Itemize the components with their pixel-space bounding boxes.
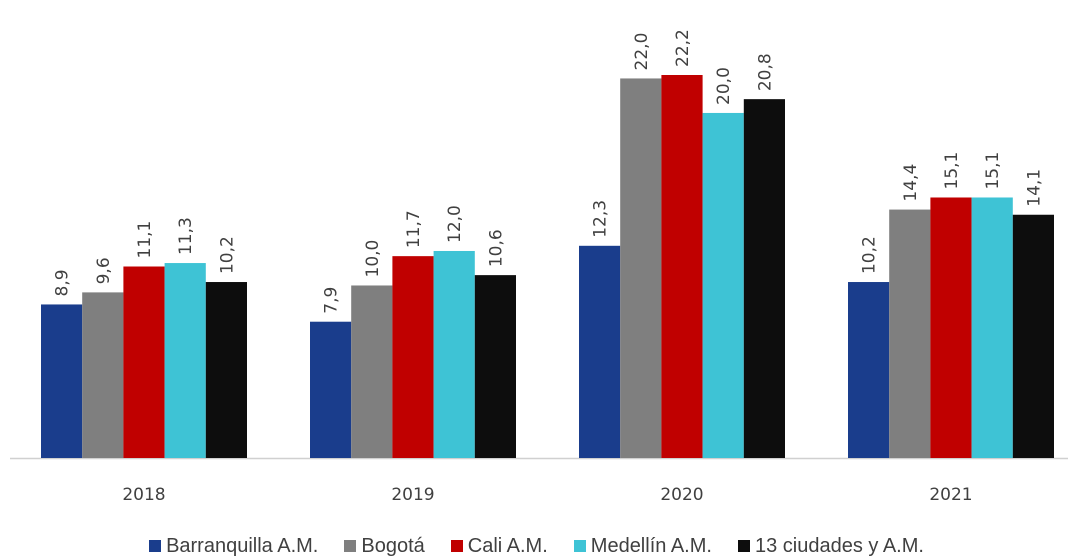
legend-swatch [344,540,357,552]
bar-2018-4 [205,282,247,458]
data-label-2018-2: 11,1 [135,221,155,259]
legend-label: Cali A.M. [467,534,548,557]
legend-swatch [149,540,162,552]
legend-label: 13 ciudades y A.M. [754,534,924,557]
bar-2021-2 [930,197,972,458]
data-label-2018-4: 10,2 [217,236,237,274]
data-label-2021-2: 15,1 [942,152,962,190]
x-tick-label-2018: 2018 [122,485,165,505]
bar-2018-3 [164,263,206,458]
data-label-2019-3: 12,0 [445,205,465,243]
bar-2021-4 [1012,214,1054,458]
data-label-2021-3: 15,1 [983,152,1003,190]
data-label-2019-4: 10,6 [486,229,506,267]
data-label-2021-1: 14,4 [901,164,921,202]
bar-2020-1 [620,78,662,459]
x-tick-label-2019: 2019 [391,485,434,505]
bar-2020-3 [702,112,744,458]
data-label-2018-0: 8,9 [53,269,73,296]
legend-item-3: Medellín A.M. [573,534,712,558]
legend-swatch [737,540,750,552]
bar-2020-2 [661,75,703,458]
legend-label: Barranquilla A.M. [166,534,319,557]
bar-2019-4 [474,275,516,458]
bar-2018-1 [82,292,124,458]
bar-2019-3 [433,250,475,458]
data-label-2021-4: 14,1 [1024,169,1044,207]
x-tick-label-2021: 2021 [929,485,972,505]
legend-item-1: Bogotá [344,534,425,558]
data-label-2019-0: 7,9 [322,287,342,314]
data-label-2020-2: 22,2 [673,29,693,67]
legend-item-0: Barranquilla A.M. [149,535,318,558]
bar-2018-0 [41,304,83,458]
bar-2019-1 [351,285,393,458]
legend: Barranquilla A.M. Bogotá Cali A.M. Medellín… [0,532,1073,560]
x-tick-label-2020: 2020 [660,485,703,505]
bar-2019-2 [392,256,434,458]
data-label-2018-1: 9,6 [94,257,114,284]
legend-label: Medellín A.M. [590,534,712,557]
data-label-2019-1: 10,0 [363,240,383,278]
data-label-2020-4: 20,8 [755,53,775,91]
bar-2018-2 [123,266,165,458]
data-label-2020-0: 12,3 [591,200,611,238]
data-label-2018-3: 11,3 [176,217,196,255]
bar-chart: 8,9 9,6 11,1 11,3 10,2 2018 7,9 10,0 11,7 12,0 10,… [10,29,1068,505]
data-label-2020-1: 22,0 [632,33,652,71]
data-label-2020-3: 20,0 [714,67,734,105]
legend-swatch [450,540,463,552]
legend-item-2: Cali A.M. [450,534,548,558]
bar-2020-0 [579,245,621,458]
bar-2021-0 [848,282,890,458]
bar-2021-3 [971,197,1013,458]
bar-2020-4 [743,99,785,459]
bar-2021-1 [889,209,931,458]
bar-2019-0 [310,321,352,458]
legend-label: Bogotá [361,534,425,557]
legend-swatch [573,540,586,552]
data-label-2019-2: 11,7 [404,210,424,248]
legend-item-4: 13 ciudades y A.M. [737,534,924,558]
data-label-2021-0: 10,2 [860,236,880,274]
